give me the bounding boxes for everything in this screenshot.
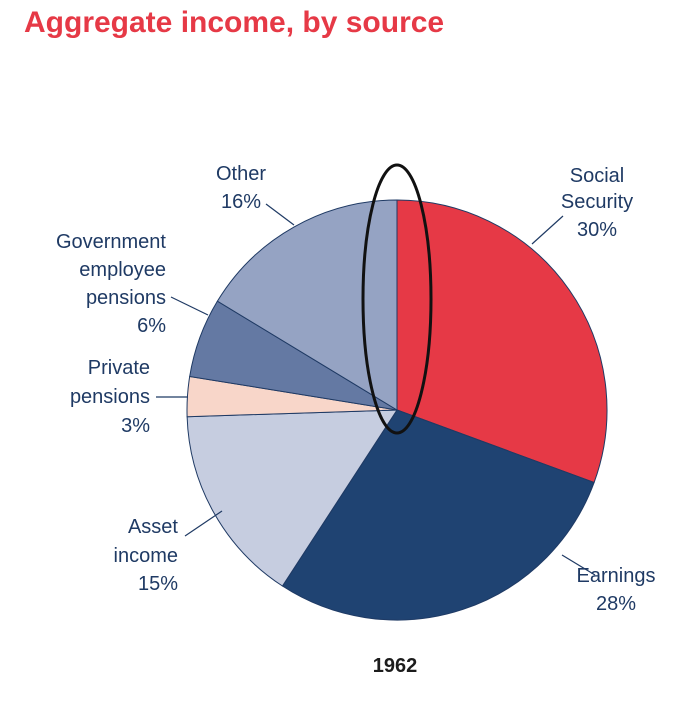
slice-label: 16% bbox=[221, 191, 261, 213]
highlight-ellipse bbox=[361, 163, 433, 435]
leader-line bbox=[531, 215, 564, 245]
leader-line bbox=[184, 510, 223, 537]
pie-slice-social-security bbox=[396, 199, 608, 484]
pie-slice-other bbox=[216, 199, 398, 411]
slice-label: 28% bbox=[596, 593, 636, 615]
slice-label: income bbox=[114, 545, 178, 567]
slice-label: Other bbox=[216, 163, 266, 185]
leader-line bbox=[170, 296, 209, 316]
leader-lines bbox=[156, 203, 596, 576]
slice-label: Social bbox=[570, 165, 624, 187]
slice-label: 30% bbox=[577, 219, 617, 241]
slice-label: Private bbox=[88, 357, 150, 379]
slice-label: 3% bbox=[121, 415, 150, 437]
leader-line bbox=[265, 203, 295, 226]
slice-label: 15% bbox=[138, 573, 178, 595]
slice-label: Government bbox=[56, 231, 166, 253]
slice-label: pensions bbox=[70, 386, 150, 408]
slice-label: pensions bbox=[86, 287, 166, 309]
pie-slices bbox=[186, 199, 608, 621]
slice-label: Security bbox=[561, 191, 633, 213]
slice-label: employee bbox=[79, 259, 166, 281]
slice-label: Earnings bbox=[577, 565, 656, 587]
pie-slice-earnings bbox=[281, 409, 595, 621]
slice-labels: Social Security 30% Earnings 28% Asset income 1… bbox=[56, 163, 656, 615]
leader-line bbox=[561, 554, 596, 576]
chart-caption: 1962 bbox=[373, 655, 418, 677]
chart-title: Aggregate income, by source bbox=[24, 6, 445, 39]
slice-label: 6% bbox=[137, 315, 166, 337]
pie-slice-asset-income bbox=[186, 409, 398, 587]
slice-label: Asset bbox=[128, 516, 178, 538]
